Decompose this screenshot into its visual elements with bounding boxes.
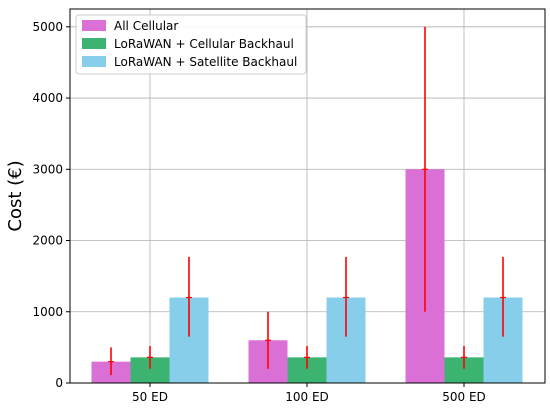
legend-swatch-3 [82, 56, 106, 67]
x-tick-label: 50 ED [132, 390, 168, 404]
y-tick-label: 4000 [32, 91, 63, 105]
legend-label-3: LoRaWAN + Satellite Backhaul [114, 55, 297, 69]
y-tick-label: 2000 [32, 234, 63, 248]
bars-layer [91, 169, 523, 383]
x-tick-label: 100 ED [285, 390, 329, 404]
y-axis-label: Cost (€) [5, 160, 26, 231]
legend-label-2: LoRaWAN + Cellular Backhaul [114, 37, 294, 51]
ticks-layer: 0 1000 2000 3000 4000 5000 50 ED 100 ED 500 ED [32, 20, 485, 404]
legend: All Cellular LoRaWAN + Cellular Backhaul L… [75, 14, 307, 75]
legend-swatch-1 [82, 20, 106, 31]
y-tick-label: 5000 [32, 20, 63, 34]
legend-box [75, 14, 307, 75]
legend-swatch-2 [82, 38, 106, 49]
y-tick-label: 1000 [32, 305, 63, 319]
y-tick-label: 3000 [32, 162, 63, 176]
error-bars-layer [108, 26, 506, 376]
x-tick-label: 500 ED [442, 390, 486, 404]
legend-label-1: All Cellular [114, 19, 178, 33]
y-tick-label: 0 [55, 376, 63, 390]
